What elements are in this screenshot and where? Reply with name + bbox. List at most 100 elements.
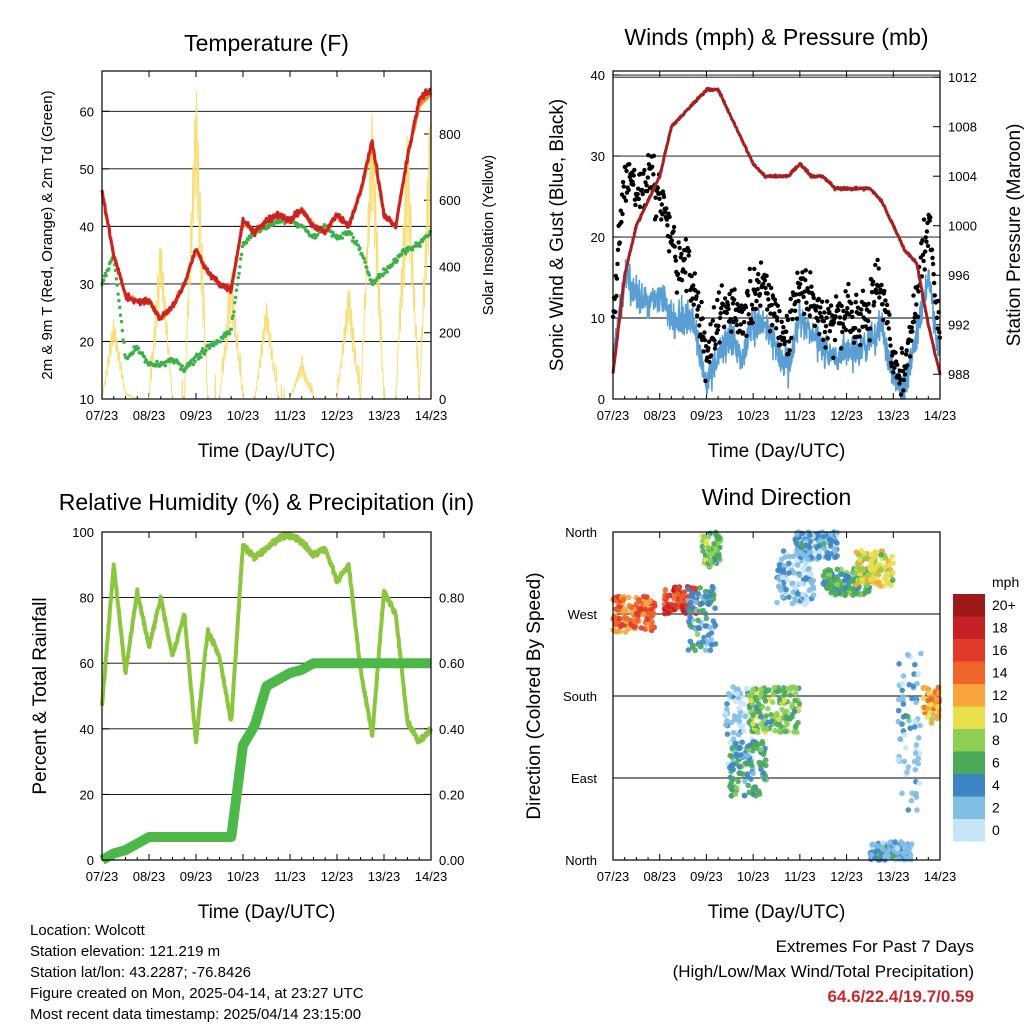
y-tick-label: 10: [80, 392, 94, 407]
direction-point: [702, 623, 708, 629]
x-tick-label: 14/23: [924, 869, 957, 884]
y2-tick-label: 0.00: [439, 853, 464, 868]
gust-point: [804, 300, 809, 305]
gust-point: [779, 319, 784, 324]
temp-2m-line: [100, 87, 432, 321]
direction-point: [895, 707, 902, 714]
gust-point: [798, 281, 803, 287]
direction-point: [631, 624, 637, 630]
legend-label: 10: [992, 710, 1008, 726]
direction-point: [792, 595, 798, 602]
sonic-wind-line: [612, 259, 941, 400]
direction-point: [664, 593, 671, 599]
direction-point: [928, 696, 935, 702]
direction-point: [817, 537, 824, 544]
gust-point: [858, 311, 863, 317]
gust-point: [851, 340, 857, 345]
gust-point: [766, 297, 771, 302]
gust-point: [659, 217, 664, 222]
direction-point: [862, 555, 869, 562]
gust-point: [758, 303, 763, 308]
legend-swatch: [953, 751, 985, 774]
x-tick-label: 12/23: [321, 408, 354, 423]
gust-point: [642, 167, 647, 173]
gust-point: [615, 247, 621, 252]
gust-point: [910, 329, 915, 334]
direction-point: [780, 570, 786, 576]
plot-frame: [612, 70, 941, 400]
direction-point: [741, 728, 747, 735]
direction-point: [725, 691, 732, 697]
direction-point: [792, 690, 799, 697]
gust-point: [811, 295, 816, 301]
gust-point: [750, 320, 755, 325]
gust-point: [732, 287, 737, 292]
direction-point: [890, 577, 896, 583]
legend-swatch: [953, 774, 985, 797]
direction-point: [825, 576, 832, 582]
gust-point: [735, 301, 740, 307]
extremes-values: 64.6/22.4/19.7/0.59: [827, 987, 974, 1006]
gust-point: [814, 304, 820, 309]
gust-point: [807, 313, 812, 318]
x-tick-label: 09/23: [690, 408, 723, 423]
gust-point: [707, 359, 712, 365]
gust-point: [930, 261, 936, 267]
direction-point: [933, 697, 940, 703]
gust-point: [812, 323, 817, 328]
dewpoint-point: [118, 313, 123, 317]
gust-point: [702, 330, 707, 335]
direction-point: [770, 691, 776, 698]
direction-point: [793, 540, 800, 547]
direction-point: [689, 593, 695, 599]
direction-point: [898, 839, 904, 845]
direction-point: [738, 699, 744, 706]
gust-point: [627, 162, 632, 167]
direction-point: [913, 742, 920, 748]
dewpoint-point: [117, 299, 121, 303]
direction-point: [800, 567, 807, 574]
direction-point: [736, 718, 743, 724]
dewpoint-point: [228, 332, 232, 336]
gust-point: [789, 308, 794, 313]
direction-point: [755, 729, 761, 736]
direction-point: [644, 616, 651, 622]
gust-point: [631, 182, 636, 187]
gust-point: [831, 320, 837, 325]
legend-label: 12: [992, 687, 1008, 703]
direction-point: [751, 741, 757, 747]
direction-point: [900, 694, 906, 700]
dewpoint-point: [354, 239, 359, 243]
gust-point: [873, 287, 879, 292]
dewpoint-point: [233, 301, 237, 305]
gust-point: [930, 255, 935, 261]
gust-point: [718, 311, 723, 316]
direction-point: [649, 623, 655, 630]
gust-point: [673, 254, 678, 259]
extremes-title: Extremes For Past 7 Days: [775, 937, 974, 956]
gust-point: [935, 298, 941, 304]
dewpoint-point: [382, 271, 387, 275]
direction-point: [808, 570, 814, 577]
gust-point: [694, 313, 700, 318]
y2-tick-label: 988: [948, 367, 970, 382]
gust-point: [706, 339, 712, 344]
direction-point: [916, 780, 923, 786]
gust-point: [726, 306, 731, 312]
dewpoint-point: [381, 274, 385, 278]
dewpoint-point: [377, 275, 382, 280]
direction-point: [853, 549, 860, 555]
direction-point: [722, 711, 729, 717]
gust-point: [895, 362, 900, 367]
gust-point: [777, 342, 783, 347]
y2-tick-label: 1004: [948, 169, 977, 184]
direction-point: [776, 716, 782, 723]
x-tick-label: 10/23: [737, 408, 770, 423]
direction-point: [915, 755, 922, 762]
gust-point: [764, 273, 769, 278]
direction-point: [902, 744, 909, 751]
gust-point: [794, 292, 799, 297]
direction-point: [748, 697, 754, 704]
direction-point: [928, 720, 935, 726]
gust-point: [677, 245, 682, 251]
